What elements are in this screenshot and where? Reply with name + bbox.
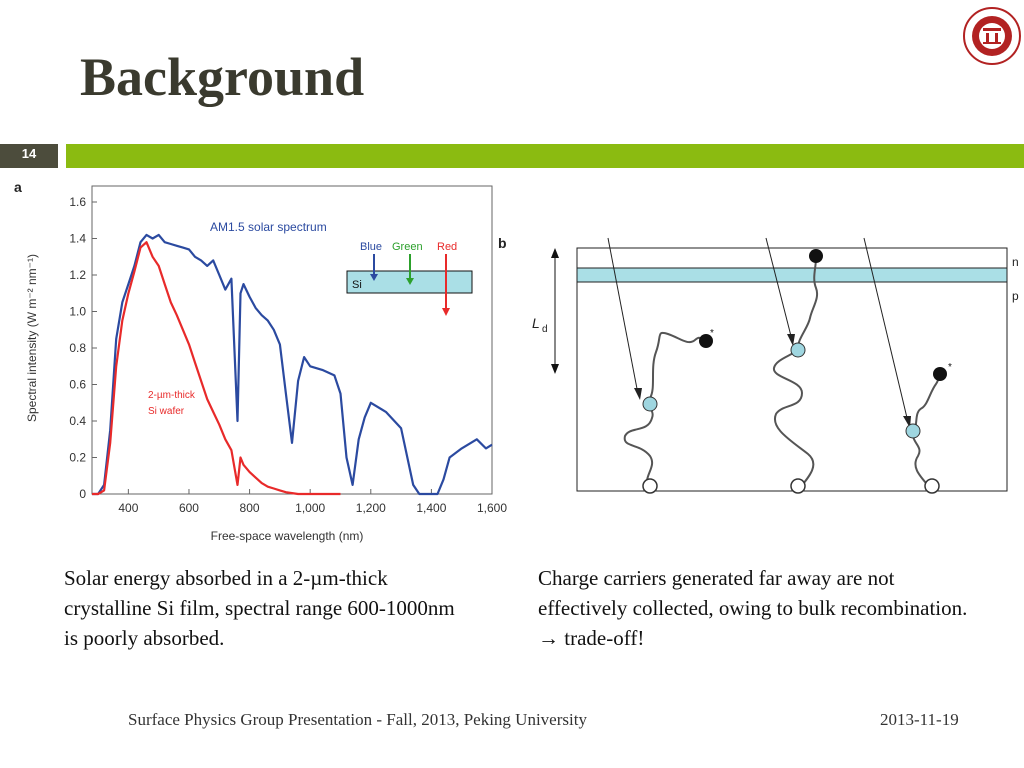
am15-annotation: AM1.5 solar spectrum — [210, 220, 327, 234]
incident-ray-1 — [607, 237, 639, 395]
slide-number: 14 — [21, 146, 37, 161]
y-tick-label: 0.8 — [69, 341, 86, 355]
absorption-inset: Blue Green Red Si — [346, 241, 473, 316]
ld-arrowhead-top — [551, 248, 559, 258]
junction-layer — [576, 267, 1008, 283]
collected-carrier-2 — [790, 342, 806, 358]
y-tick-label: 0.2 — [69, 451, 86, 465]
y-axis-label: Spectral intensity (W m⁻² nm⁻¹) — [25, 254, 39, 422]
x-tick-label: 1,000 — [295, 501, 325, 515]
inset-red-label: Red — [437, 241, 457, 253]
series-line-1 — [92, 233, 493, 496]
si-thick-annotation: 2-µm-thick — [148, 390, 196, 401]
x-tick-label: 800 — [240, 501, 260, 515]
hole-2 — [809, 249, 823, 263]
y-tick-label: 1.6 — [69, 195, 86, 209]
ray-2-head — [787, 334, 795, 346]
hole-1 — [699, 334, 713, 348]
spectrum-chart: a 0 0.2 0.4 0.6 0.8 1.0 1.2 1.4 1.6 400 600 800 1,00… — [14, 179, 507, 543]
x-tick-label: 400 — [118, 501, 138, 515]
device-box — [576, 247, 1008, 492]
y-tick-label: 0.6 — [69, 378, 86, 392]
green-arrowhead — [406, 278, 414, 285]
accent-bar — [66, 144, 1024, 168]
carrier-path-2 — [773, 257, 819, 491]
caption-left: Solar energy absorbed in a 2-µm-thick cr… — [64, 566, 455, 650]
footer-date: 2013-11-19 — [880, 710, 959, 729]
ld-label: L — [532, 315, 540, 331]
y-tick-label: 1.0 — [69, 305, 86, 319]
n-layer-label: n — [1012, 255, 1019, 269]
origin-3 — [924, 478, 940, 494]
ld-subscript: d — [542, 324, 548, 335]
inset-green-label: Green — [392, 241, 423, 253]
red-arrowhead — [442, 308, 450, 316]
p-layer-label: p — [1012, 289, 1019, 303]
collected-carrier-1 — [642, 396, 658, 412]
ld-arrowhead-bottom — [551, 364, 559, 374]
y-tick-label: 0.4 — [69, 414, 86, 428]
incident-ray-2 — [765, 237, 793, 341]
carrier-path-1 — [623, 331, 707, 491]
inset-si-label: Si — [352, 279, 362, 291]
panel-b-label: b — [498, 235, 507, 251]
ray-1-head — [634, 388, 642, 400]
x-axis-label: Free-space wavelength (nm) — [211, 529, 364, 543]
collected-carrier-3 — [905, 423, 921, 439]
hole-3 — [933, 367, 947, 381]
y-tick-label: 1.4 — [69, 232, 86, 246]
origin-2 — [790, 478, 806, 494]
si-wafer-annotation: Si wafer — [148, 406, 185, 417]
panel-a-label: a — [14, 179, 22, 195]
slide-number-box — [0, 144, 58, 168]
x-tick-label: 1,600 — [477, 501, 507, 515]
y-tick-label: 1.2 — [69, 268, 86, 282]
x-tick-label: 600 — [179, 501, 199, 515]
incident-ray-3 — [863, 237, 909, 423]
series-layer — [92, 233, 493, 496]
blue-arrowhead — [370, 274, 378, 281]
carrier-path-3 — [912, 373, 941, 491]
footer-text: Surface Physics Group Presentation - Fal… — [128, 710, 587, 729]
x-tick-label: 1,200 — [356, 501, 386, 515]
carrier-diagram: b n p L d * * — [498, 235, 1019, 494]
chart-axes: 0 0.2 0.4 0.6 0.8 1.0 1.2 1.4 1.6 400 600 800 1,000 1… — [25, 185, 507, 543]
x-tick-label: 1,400 — [416, 501, 446, 515]
series-line-2 — [92, 241, 341, 496]
star-1: * — [710, 328, 714, 339]
caption-right: Charge carriers generated far away are n… — [538, 566, 968, 650]
inset-blue-label: Blue — [360, 241, 382, 253]
y-tick-label: 0 — [79, 487, 86, 501]
star-2: * — [948, 362, 952, 373]
slide-title: Background — [80, 47, 365, 107]
university-seal-logo — [963, 7, 1021, 65]
origin-1 — [642, 478, 658, 494]
